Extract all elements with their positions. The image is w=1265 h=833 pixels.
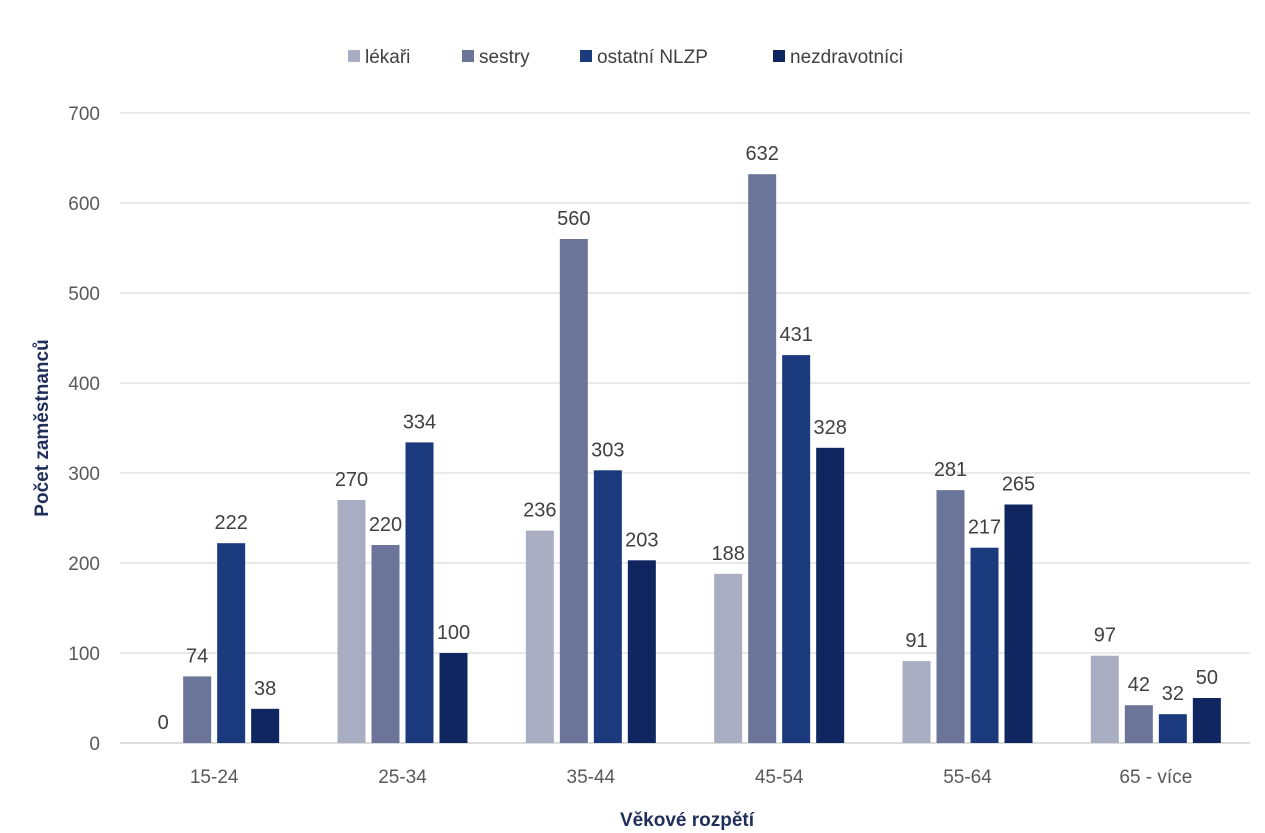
- legend: lékaři sestry ostatní NLZP nezdravotníci: [348, 47, 903, 68]
- data-label: 281: [934, 459, 967, 481]
- y-axis-title: Počet zaměstnanců: [32, 339, 53, 516]
- data-label: 431: [779, 324, 812, 346]
- bar: [714, 573, 743, 743]
- legend-label: nezdravotníci: [790, 47, 903, 68]
- data-label: 0: [158, 712, 169, 734]
- x-tick-label: 25-34: [378, 767, 427, 788]
- bar: [525, 530, 554, 743]
- legend-label: lékaři: [365, 47, 410, 68]
- bar: [1158, 714, 1187, 743]
- bar: [627, 560, 656, 743]
- data-label: 32: [1162, 683, 1184, 705]
- bar: [183, 676, 212, 743]
- data-label: 303: [591, 439, 624, 461]
- bar: [405, 442, 434, 743]
- legend-swatch: [462, 50, 474, 62]
- bar: [593, 470, 622, 743]
- y-tick-label: 500: [68, 284, 100, 305]
- y-tick-layer: 0 100 200 300 400 500 600 700: [68, 104, 100, 755]
- legend-label: ostatní NLZP: [597, 47, 708, 68]
- bar: [1124, 705, 1153, 743]
- y-tick-label: 200: [68, 554, 100, 575]
- bar: [559, 239, 588, 743]
- bar: [782, 355, 811, 743]
- y-tick-label: 300: [68, 464, 100, 485]
- x-tick-label: 55-64: [943, 767, 992, 788]
- x-tick-layer: 15-24 25-34 35-44 45-54 55-64 65 - více: [190, 767, 1192, 788]
- data-label: 97: [1094, 625, 1116, 647]
- x-tick-label: 35-44: [567, 767, 616, 788]
- data-label: 217: [968, 517, 1001, 539]
- grid-layer: [120, 112, 1250, 744]
- bar: [1090, 655, 1119, 743]
- data-label: 265: [1002, 474, 1035, 496]
- y-tick-label: 400: [68, 374, 100, 395]
- data-label: 91: [905, 630, 927, 652]
- x-tick-label: 15-24: [190, 767, 239, 788]
- legend-swatch: [348, 50, 360, 62]
- x-tick-label: 65 - více: [1119, 767, 1192, 788]
- x-axis-title: Věkové rozpětí: [620, 810, 755, 831]
- data-label: 236: [523, 500, 556, 522]
- data-label: 222: [214, 512, 247, 534]
- bar: [217, 543, 246, 743]
- y-tick-label: 0: [89, 734, 100, 755]
- legend-swatch: [580, 50, 592, 62]
- bar: [936, 490, 965, 743]
- legend-label: sestry: [479, 47, 530, 68]
- legend-swatch: [773, 50, 785, 62]
- bar: [251, 708, 280, 743]
- data-label-layer: 0 74 222 38 270 220 334 100 236 560 303 203 188 632 43…: [158, 143, 1218, 734]
- bar: [1192, 698, 1221, 743]
- data-label: 50: [1196, 667, 1218, 689]
- y-tick-label: 600: [68, 194, 100, 215]
- data-label: 74: [186, 645, 208, 667]
- data-label: 188: [711, 543, 744, 565]
- data-label: 220: [369, 514, 402, 536]
- x-tick-label: 45-54: [755, 767, 804, 788]
- y-tick-label: 100: [68, 644, 100, 665]
- bar: [1004, 504, 1033, 743]
- data-label: 328: [813, 417, 846, 439]
- data-label: 38: [254, 678, 276, 700]
- bar: [748, 174, 777, 743]
- bar: [439, 653, 468, 743]
- bar: [902, 661, 931, 743]
- bar: [371, 545, 400, 743]
- data-label: 560: [557, 208, 590, 230]
- data-label: 632: [745, 143, 778, 165]
- bar: [970, 547, 999, 743]
- data-label: 100: [437, 622, 470, 644]
- bar: [337, 500, 366, 743]
- data-label: 203: [625, 529, 658, 551]
- data-label: 270: [335, 469, 368, 491]
- y-tick-label: 700: [68, 104, 100, 125]
- data-label: 334: [403, 411, 436, 433]
- bar-layer: [183, 174, 1221, 743]
- bar: [816, 447, 845, 743]
- data-label: 42: [1128, 674, 1150, 696]
